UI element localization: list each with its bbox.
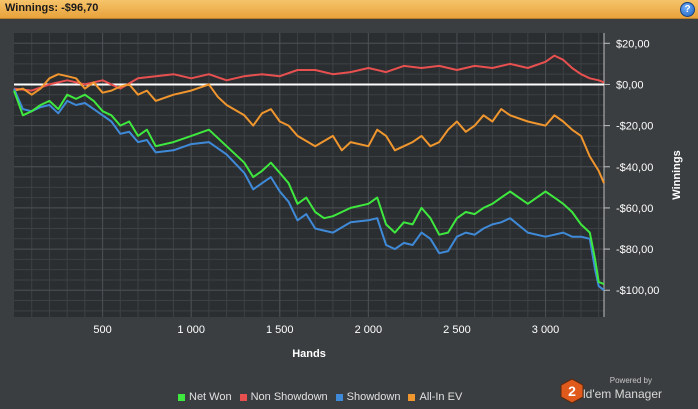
legend-label: Showdown bbox=[346, 391, 401, 403]
non-showdown-swatch bbox=[239, 393, 247, 401]
all-in-ev-swatch bbox=[408, 393, 416, 401]
y-tick-label: $20,00 bbox=[616, 38, 650, 50]
x-tick-label: 2 500 bbox=[443, 324, 471, 336]
net-won-swatch bbox=[178, 393, 185, 401]
series-line-net-won bbox=[13, 90, 605, 286]
legend-label: All-In EV bbox=[419, 391, 463, 403]
x-tick-label: 1 500 bbox=[266, 324, 294, 336]
y-tick-label: -$20,00 bbox=[616, 121, 653, 133]
showdown-swatch bbox=[335, 393, 343, 401]
powered-by-text: Powered by bbox=[609, 376, 652, 385]
y-tick-label: $0,00 bbox=[616, 79, 644, 91]
y-tick-label: -$80,00 bbox=[616, 244, 653, 256]
branding: Powered by Hold'em Manager 2 bbox=[560, 376, 690, 406]
series-line-showdown bbox=[13, 88, 605, 291]
hem2-logo-icon: 2 bbox=[560, 378, 584, 404]
svg-text:2: 2 bbox=[568, 383, 576, 399]
x-tick-label: 1 000 bbox=[177, 324, 205, 336]
x-tick-label: 2 000 bbox=[355, 324, 383, 336]
y-axis-title: Winnings bbox=[671, 150, 683, 199]
series-line-non-showdown bbox=[13, 54, 605, 92]
x-axis-title: Hands bbox=[292, 348, 326, 360]
legend: Net Won Non Showdown Showdown All-In EV bbox=[178, 390, 462, 404]
product-name: Hold'em Manager bbox=[567, 387, 662, 401]
legend-item-net-won[interactable]: Net Won bbox=[178, 390, 232, 404]
chart-title: Winnings: -$96,70 bbox=[5, 2, 99, 14]
help-icon[interactable]: ? bbox=[680, 2, 695, 17]
legend-item-non-showdown[interactable]: Non Showdown bbox=[239, 390, 328, 404]
legend-label: Net Won bbox=[189, 391, 232, 403]
y-tick-label: -$40,00 bbox=[616, 162, 653, 174]
x-tick-label: 3 000 bbox=[532, 324, 560, 336]
legend-item-all-in-ev[interactable]: All-In EV bbox=[408, 390, 462, 404]
series-line-all-in-ev bbox=[13, 73, 605, 184]
chart-panel: 500 1 000 1 500 2 000 2 500 3 000 $20,00 $0,00 -… bbox=[0, 19, 698, 409]
legend-item-showdown[interactable]: Showdown bbox=[335, 390, 401, 404]
winnings-chart: 500 1 000 1 500 2 000 2 500 3 000 $20,00 $0,00 -… bbox=[13, 33, 683, 360]
y-tick-label: -$60,00 bbox=[616, 203, 653, 215]
x-tick-label: 500 bbox=[93, 324, 111, 336]
title-bar: Winnings: -$96,70 ? bbox=[0, 0, 698, 19]
legend-label: Non Showdown bbox=[250, 391, 328, 403]
y-tick-label: -$100,00 bbox=[616, 285, 659, 297]
